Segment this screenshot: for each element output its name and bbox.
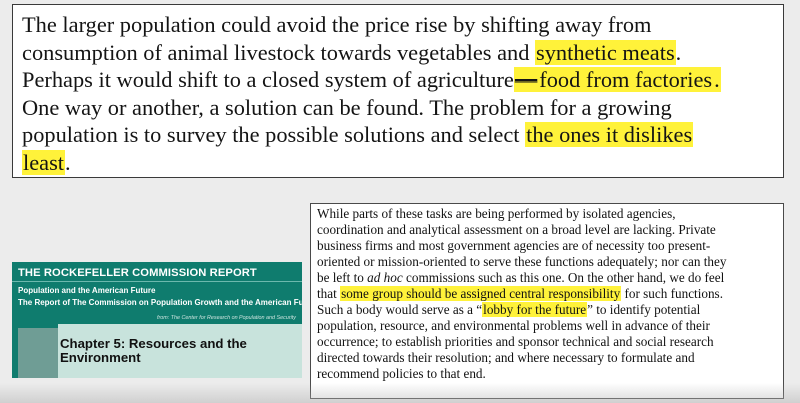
- cover-divider: [12, 281, 302, 282]
- excerpt-text: for such functions.: [621, 286, 723, 301]
- highlight-lobby-for-the-future: lobby for the future: [482, 302, 588, 317]
- quote-text: One way or another, a solution can be fo…: [22, 94, 672, 120]
- quote-line: least.: [22, 149, 783, 177]
- highlight-synthetic-meats: synthetic meats: [535, 39, 676, 65]
- cover-subtitle: Population and the American Future: [18, 286, 156, 295]
- excerpt-line: population, resource, and environmental …: [317, 318, 783, 334]
- highlight-ones-it-dislikes: the ones it dislikes: [525, 122, 694, 148]
- excerpt-line: Such a body would serve as a “lobby for …: [317, 302, 783, 318]
- cover-panel: [58, 324, 302, 378]
- excerpt-text: recommend policies to that end.: [317, 366, 486, 381]
- quote-text: .: [65, 149, 71, 175]
- excerpt-line: business firms and most government agenc…: [317, 238, 783, 254]
- highlight-period: .: [713, 67, 721, 93]
- commission-excerpt: While parts of these tasks are being per…: [310, 203, 784, 399]
- excerpt-text: While parts of these tasks are being per…: [317, 206, 676, 221]
- highlight-food-from-factories: food from factories: [538, 67, 714, 93]
- cover-source: from: The Center for Research on Populat…: [156, 315, 296, 321]
- excerpt-text: be left to: [317, 270, 368, 285]
- excerpt-text: coordination and analytical assessment o…: [317, 222, 716, 237]
- chapter-title-line: Chapter 5: Resources and the: [60, 336, 247, 351]
- quote-line: consumption of animal livestock towards …: [22, 39, 783, 67]
- excerpt-line: that some group should be assigned centr…: [317, 286, 783, 302]
- chapter-title-line: Environment: [60, 350, 141, 365]
- excerpt-text: population, resource, and environmental …: [317, 318, 710, 333]
- quote-line: Perhaps it would shift to a closed syste…: [22, 66, 783, 94]
- excerpt-line: While parts of these tasks are being per…: [317, 206, 783, 222]
- quote-text: The larger population could avoid the pr…: [22, 12, 652, 37]
- cover-title: THE ROCKEFELLER COMMISSION REPORT: [18, 267, 257, 279]
- excerpt-italic: ad hoc: [367, 270, 403, 285]
- highlight-dash: —: [513, 67, 539, 93]
- excerpt-text: business firms and most government agenc…: [317, 238, 711, 253]
- report-cover: THE ROCKEFELLER COMMISSION REPORT Popula…: [12, 262, 302, 378]
- excerpt-text: commissions such as this one. On the oth…: [402, 270, 725, 285]
- quote-line: population is to survey the possible sol…: [22, 121, 783, 149]
- excerpt-text: directed towards their resolution; and w…: [317, 350, 695, 365]
- excerpt-text: Such a body would serve as a “: [317, 302, 483, 317]
- excerpt-line: directed towards their resolution; and w…: [317, 350, 783, 366]
- excerpt-line: oriented or mission-oriented to serve th…: [317, 254, 783, 270]
- quote-line: The larger population could avoid the pr…: [22, 11, 783, 39]
- quote-text: .: [675, 39, 682, 65]
- cover-subtitle-2: The Report of The Commission on Populati…: [18, 298, 302, 307]
- excerpt-text: oriented or mission-oriented to serve th…: [317, 254, 727, 269]
- excerpt-line: coordination and analytical assessment o…: [317, 222, 783, 238]
- highlight-central-responsibility: some group should be assigned central re…: [340, 286, 622, 301]
- quote-text: Perhaps it would shift to a closed syste…: [22, 67, 514, 93]
- cover-photo: [18, 328, 58, 378]
- top-quote-box: The larger population could avoid the pr…: [12, 4, 784, 178]
- quote-text: population is to survey the possible sol…: [22, 122, 526, 148]
- excerpt-text: occurrence; to establish priorities and …: [317, 334, 714, 349]
- highlight-least: least: [22, 149, 66, 175]
- excerpt-line: occurrence; to establish priorities and …: [317, 334, 783, 350]
- excerpt-line: be left to ad hoc commissions such as th…: [317, 270, 783, 286]
- excerpt-text: that: [317, 286, 341, 301]
- quote-text: consumption of animal livestock towards …: [22, 39, 535, 65]
- chapter-title: Chapter 5: Resources and the Environment: [60, 337, 300, 365]
- quote-line: One way or another, a solution can be fo…: [22, 94, 783, 122]
- excerpt-text: ” to identify potential: [587, 302, 701, 317]
- excerpt-line: recommend policies to that end.: [317, 366, 783, 382]
